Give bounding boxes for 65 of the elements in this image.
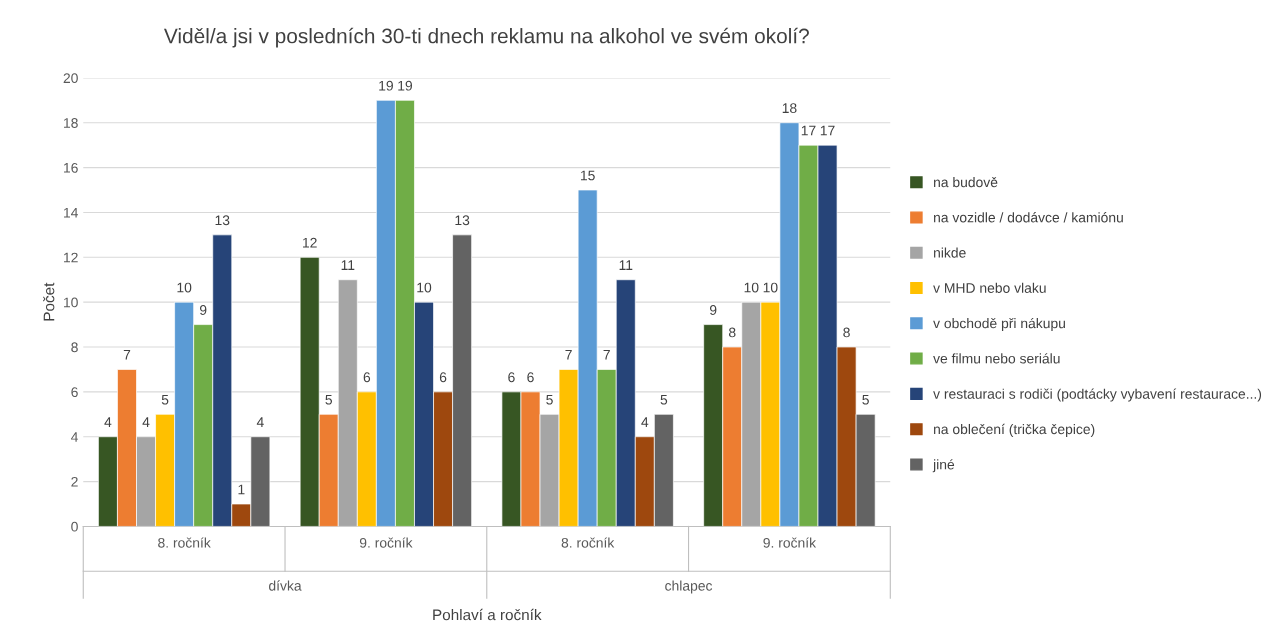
data-label: 9 [709,305,717,315]
legend-label: v obchodě při nákupu [933,317,1065,331]
data-label: 5 [862,394,869,405]
x-axis-title: Pohlaví a ročník [433,608,542,621]
x-tick-label: 9. ročník [359,537,413,548]
data-label: 6 [527,372,534,383]
data-label: 5 [325,394,333,405]
data-label: 19 [379,80,393,91]
data-label: 11 [341,260,355,270]
data-label: 12 [303,237,317,248]
data-label: 11 [619,260,633,270]
data-label: 7 [123,350,131,360]
data-label: 4 [142,417,150,427]
y-tick-label: 6 [71,387,78,398]
data-label: 5 [660,394,668,405]
y-tick-label: 18 [64,118,78,128]
y-axis-title: Počet [43,282,55,321]
legend-label: ve filmu nebo seriálu [933,353,1060,364]
x-tick-label: 9. ročník [763,537,817,548]
data-label: 10 [763,282,778,293]
data-label: 6 [439,372,447,383]
data-label: 6 [508,372,515,383]
legend-label: v MHD nebo vlaku [933,282,1046,293]
legend-label: nikde [934,247,966,258]
data-label: 7 [565,350,572,360]
chart-title: Viděl/a jsi v posledních 30-ti dnech reklamu na alkohol ve svém okolí? [163,27,809,48]
y-tick-label: 10 [64,297,78,308]
data-label: 5 [546,394,553,405]
data-label: 8 [728,327,736,338]
data-label: 9 [199,305,207,315]
legend-label: jiné [932,459,955,473]
data-label: 10 [177,282,192,293]
y-tick-label: 16 [64,162,78,173]
y-tick-label: 0 [71,521,78,532]
data-label: 1 [238,484,245,495]
legend-label: v restauraci s rodiči (podtácky vybavení restaurace...) [933,388,1262,402]
data-label: 4 [256,417,264,427]
data-label: 17 [820,125,835,136]
y-tick-label: 14 [64,207,78,218]
data-label: 5 [161,394,169,405]
data-label: 10 [417,282,432,293]
data-label: 15 [580,170,595,181]
legend-label: na oblečení (trička čepice) [934,423,1095,437]
y-tick-label: 8 [71,342,78,353]
data-label: 4 [104,417,112,427]
data-label: 19 [398,80,413,91]
data-label: 4 [641,417,649,427]
x-tick-label: 8. ročník [561,537,615,548]
x-tick-label: 8. ročník [158,537,211,548]
legend-label: na vozidle / dodávce / kamiónu [934,212,1123,223]
legend-label: na budově [934,176,998,188]
y-tick-label: 4 [71,432,78,442]
text: chlapec [665,580,713,594]
data-label: 7 [603,350,610,360]
data-label: 13 [455,215,470,226]
y-tick-label: 12 [64,252,78,263]
data-label: 10 [744,282,759,293]
text: dívka [269,580,302,591]
data-label: 8 [843,327,850,338]
y-tick-label: 2 [71,476,78,487]
data-label: 6 [363,372,371,383]
y-tick-label: 20 [63,73,78,84]
data-label: 18 [782,103,797,114]
data-label: 17 [801,125,816,136]
data-label: 13 [215,215,230,226]
